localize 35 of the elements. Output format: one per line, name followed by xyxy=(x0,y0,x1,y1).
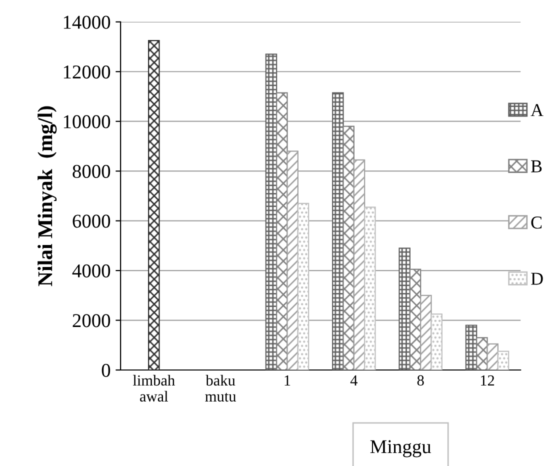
bar xyxy=(476,337,488,370)
x-tick-label: 8 xyxy=(417,375,424,386)
bar xyxy=(276,92,288,370)
y-axis-title: Nilai Minyak (mg/l) xyxy=(38,106,57,286)
bar xyxy=(332,92,344,370)
bar xyxy=(342,126,354,370)
x-tick-label: 4 xyxy=(350,375,358,386)
x-tick-label: 1 xyxy=(284,375,290,386)
x-tick-label: limbah awal xyxy=(132,374,175,402)
legend-label: C xyxy=(531,216,542,229)
x-tick-label: baku mutu xyxy=(205,374,236,402)
bar xyxy=(430,314,442,370)
bar xyxy=(148,40,160,370)
y-tick-label: 6000 xyxy=(72,214,110,228)
bar xyxy=(420,294,432,370)
bar xyxy=(465,324,478,370)
y-tick-label: 10000 xyxy=(64,115,110,128)
bar xyxy=(398,248,410,370)
x-tick-label: 12 xyxy=(480,375,494,386)
y-tick-label: 2000 xyxy=(72,314,110,328)
legend-label: A xyxy=(530,104,544,116)
y-tick-label: 14000 xyxy=(64,16,110,29)
y-tick-label: 4000 xyxy=(72,264,110,278)
y-tick-label: 12000 xyxy=(64,65,110,79)
bar xyxy=(409,268,422,370)
legend-label: B xyxy=(531,160,542,172)
bar xyxy=(297,202,310,370)
legend-label: D xyxy=(531,272,543,285)
x-axis-title: Minggu xyxy=(370,440,432,458)
bar xyxy=(497,350,510,370)
bar xyxy=(486,343,498,370)
y-tick-label: 0 xyxy=(102,364,110,377)
bar xyxy=(364,206,376,370)
bar xyxy=(265,54,278,370)
y-tick-label: 8000 xyxy=(72,164,110,178)
